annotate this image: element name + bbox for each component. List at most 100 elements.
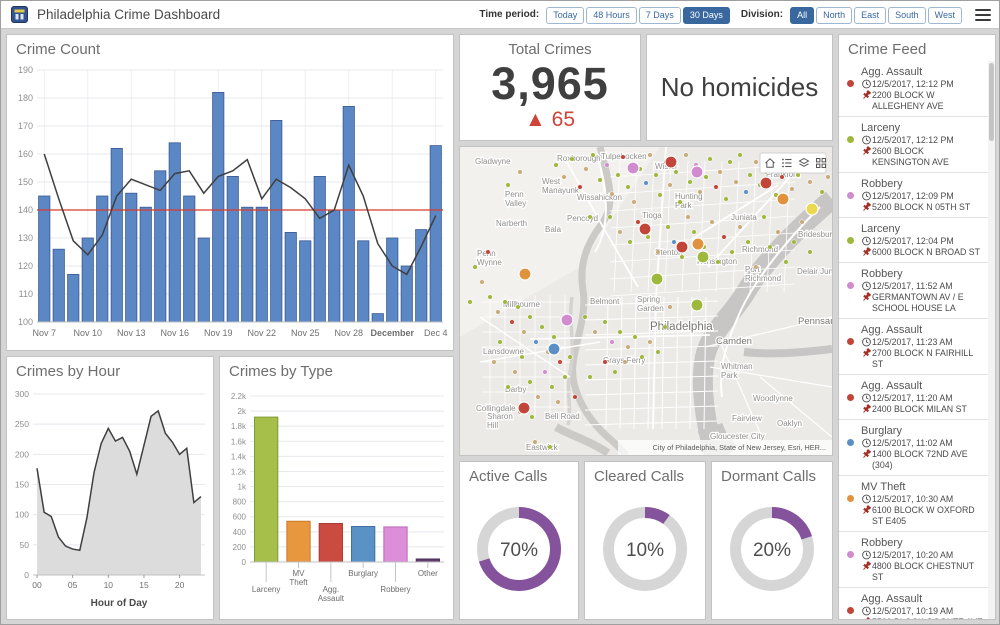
crime-dot[interactable]	[577, 184, 583, 190]
crime-dot[interactable]	[743, 189, 749, 195]
crime-cluster-dot[interactable]	[675, 240, 689, 254]
crime-dot[interactable]	[703, 174, 709, 180]
crime-dot[interactable]	[602, 319, 608, 325]
crime-dot[interactable]	[737, 224, 743, 230]
crime-dot[interactable]	[753, 159, 759, 165]
crime-cluster-dot[interactable]	[776, 192, 790, 206]
crime-dot[interactable]	[761, 214, 767, 220]
crime-dot[interactable]	[502, 299, 508, 305]
crime-dot[interactable]	[572, 394, 578, 400]
crime-dot[interactable]	[677, 199, 683, 205]
crime-dot[interactable]	[671, 239, 677, 245]
crime-dot[interactable]	[535, 394, 541, 400]
crime-cluster-dot[interactable]	[691, 237, 705, 251]
crime-dot[interactable]	[597, 177, 603, 183]
crime-dot[interactable]	[635, 219, 641, 225]
crime-dot[interactable]	[609, 339, 615, 345]
crime-dot[interactable]	[723, 196, 729, 202]
basemap-gallery-icon[interactable]	[816, 158, 826, 168]
crime-dot[interactable]	[515, 304, 521, 310]
crime-dot[interactable]	[697, 189, 703, 195]
crime-dot[interactable]	[519, 354, 525, 360]
crime-dot[interactable]	[662, 324, 668, 330]
crime-dot[interactable]	[592, 329, 598, 335]
crime-dot[interactable]	[485, 249, 491, 255]
feed-item[interactable]: Robbery 12/5/2017, 10:20 AM 4800 BLOCK CHE…	[839, 532, 995, 588]
feed-item[interactable]: Burglary 12/5/2017, 11:02 AM 1400 BLOCK 72…	[839, 420, 995, 476]
home-icon[interactable]	[765, 158, 775, 168]
crime-dot[interactable]	[549, 384, 555, 390]
crime-dot[interactable]	[631, 199, 637, 205]
crime-cluster-dot[interactable]	[759, 176, 773, 190]
crime-dot[interactable]	[602, 359, 608, 365]
crime-dot[interactable]	[569, 156, 575, 162]
crime-dot[interactable]	[607, 214, 613, 220]
feed-item[interactable]: Robbery 12/5/2017, 11:52 AM GERMANTOWN AV …	[839, 263, 995, 319]
crime-dot[interactable]	[609, 191, 615, 197]
crime-dot[interactable]	[709, 219, 715, 225]
feed-item[interactable]: Robbery 12/5/2017, 12:09 PM 5200 BLOCK N 0…	[839, 173, 995, 218]
crime-dot[interactable]	[683, 152, 689, 158]
crime-dot[interactable]	[753, 264, 759, 270]
crime-dot[interactable]	[622, 359, 628, 365]
time-period-button-48-hours[interactable]: 48 Hours	[586, 7, 637, 24]
feed-item[interactable]: Larceny 12/5/2017, 12:04 PM 6000 BLOCK N B…	[839, 218, 995, 263]
crime-dot[interactable]	[587, 374, 593, 380]
crime-dot[interactable]	[505, 182, 511, 188]
crime-dot[interactable]	[639, 354, 645, 360]
crime-dot[interactable]	[620, 154, 626, 160]
crime-dot[interactable]	[791, 239, 797, 245]
crime-dot[interactable]	[713, 184, 719, 190]
crime-dot[interactable]	[647, 339, 653, 345]
crime-dot[interactable]	[691, 229, 697, 235]
crime-dot[interactable]	[653, 172, 659, 178]
division-button-east[interactable]: East	[854, 7, 887, 24]
crime-dot[interactable]	[557, 359, 563, 365]
menu-icon[interactable]	[975, 8, 991, 21]
crime-dot[interactable]	[521, 329, 527, 335]
crime-cluster-dot[interactable]	[638, 222, 652, 236]
layers-icon[interactable]	[798, 157, 810, 167]
feed-item[interactable]: Larceny 12/5/2017, 12:12 PM 2600 BLOCK KEN…	[839, 117, 995, 173]
crime-dot[interactable]	[472, 264, 478, 270]
crime-dot[interactable]	[539, 324, 545, 330]
crime-dot[interactable]	[707, 156, 713, 162]
feed-item[interactable]: Agg. Assault 12/5/2017, 12:12 PM 2200 BLOC…	[839, 61, 995, 117]
crime-dot[interactable]	[562, 374, 568, 380]
crime-dot[interactable]	[612, 369, 618, 375]
crime-dot[interactable]	[775, 229, 781, 235]
crime-dot[interactable]	[547, 444, 553, 450]
crime-cluster-dot[interactable]	[560, 313, 574, 327]
crime-dot[interactable]	[495, 309, 501, 315]
feed-item[interactable]: MV Theft 12/5/2017, 10:30 AM 6100 BLOCK W …	[839, 476, 995, 532]
crime-dot[interactable]	[615, 172, 621, 178]
feed-item[interactable]: Agg. Assault 12/5/2017, 11:20 AM 2400 BLOC…	[839, 375, 995, 420]
crime-dot[interactable]	[512, 369, 518, 375]
crime-dot[interactable]	[767, 244, 773, 250]
crime-cluster-dot[interactable]	[517, 401, 531, 415]
crime-dot[interactable]	[779, 174, 785, 180]
crime-dot[interactable]	[617, 229, 623, 235]
crime-dot[interactable]	[655, 349, 661, 355]
feed-scrollbar-thumb[interactable]	[989, 63, 994, 141]
crime-dot[interactable]	[627, 239, 633, 245]
map-panel[interactable]: GladwyneRoxboroughTulpehockenWisterFrank…	[459, 146, 833, 456]
crime-dot[interactable]	[789, 186, 795, 192]
crime-dot[interactable]	[647, 152, 653, 158]
time-period-button-7-days[interactable]: 7 Days	[638, 7, 681, 24]
feed-item[interactable]: Agg. Assault 12/5/2017, 11:23 AM 2700 BLOC…	[839, 319, 995, 375]
crime-dot[interactable]	[632, 334, 638, 340]
crime-cluster-dot[interactable]	[518, 267, 532, 281]
crime-dot[interactable]	[587, 214, 593, 220]
crime-dot[interactable]	[783, 259, 789, 265]
crime-dot[interactable]	[685, 214, 691, 220]
crime-dot[interactable]	[532, 439, 538, 445]
crime-cluster-dot[interactable]	[664, 155, 678, 169]
crime-dot[interactable]	[737, 152, 743, 158]
crime-dot[interactable]	[509, 319, 515, 325]
crime-dot[interactable]	[665, 224, 671, 230]
crime-dot[interactable]	[583, 166, 589, 172]
crime-dot[interactable]	[687, 179, 693, 185]
crime-cluster-dot[interactable]	[690, 298, 704, 312]
